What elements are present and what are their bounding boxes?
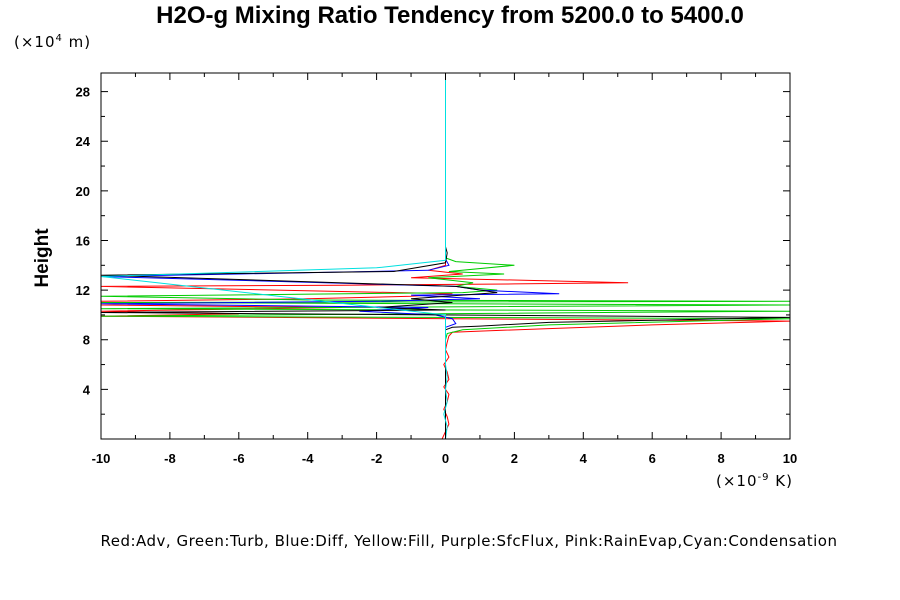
- y-tick-label: 24: [76, 134, 91, 149]
- x-axis-unit: (×10-9 K): [716, 472, 793, 490]
- y-unit-exponent: 4: [55, 33, 63, 44]
- y-tick-label: 4: [83, 382, 91, 397]
- x-tick-label: -2: [371, 451, 383, 466]
- series-line-1: [101, 73, 790, 439]
- series-line-5: [101, 73, 448, 439]
- x-unit-prefix: (×10: [716, 472, 758, 490]
- x-unit-exponent: -9: [757, 472, 770, 483]
- series-line-2: [101, 73, 790, 439]
- series-line-3: [101, 73, 560, 439]
- y-tick-label: 16: [76, 233, 90, 248]
- y-tick-label: 8: [83, 333, 90, 348]
- x-unit-suffix: K): [769, 472, 793, 490]
- y-unit-suffix: m): [62, 33, 92, 51]
- x-tick-label: 2: [511, 451, 518, 466]
- y-tick-label: 28: [76, 85, 90, 100]
- series-layer: [101, 73, 790, 439]
- y-unit-prefix: (×10: [14, 33, 56, 51]
- y-tick-label: 12: [76, 283, 90, 298]
- y-tick-label: 20: [76, 184, 90, 199]
- x-tick-label: -4: [302, 451, 314, 466]
- x-tick-label: 8: [717, 451, 724, 466]
- x-tick-label: 6: [649, 451, 656, 466]
- chart-title: H2O-g Mixing Ratio Tendency from 5200.0 …: [156, 2, 744, 29]
- x-tick-label: 10: [783, 451, 797, 466]
- x-tick-label: -8: [164, 451, 176, 466]
- legend-text: Red:Adv, Green:Turb, Blue:Diff, Yellow:F…: [100, 532, 838, 550]
- series-line-4: [101, 73, 790, 439]
- x-tick-label: 0: [442, 451, 449, 466]
- y-axis-unit: (×104 m): [14, 33, 91, 51]
- x-tick-label: 4: [580, 451, 588, 466]
- x-tick-label: -10: [92, 451, 111, 466]
- x-tick-label: -6: [233, 451, 245, 466]
